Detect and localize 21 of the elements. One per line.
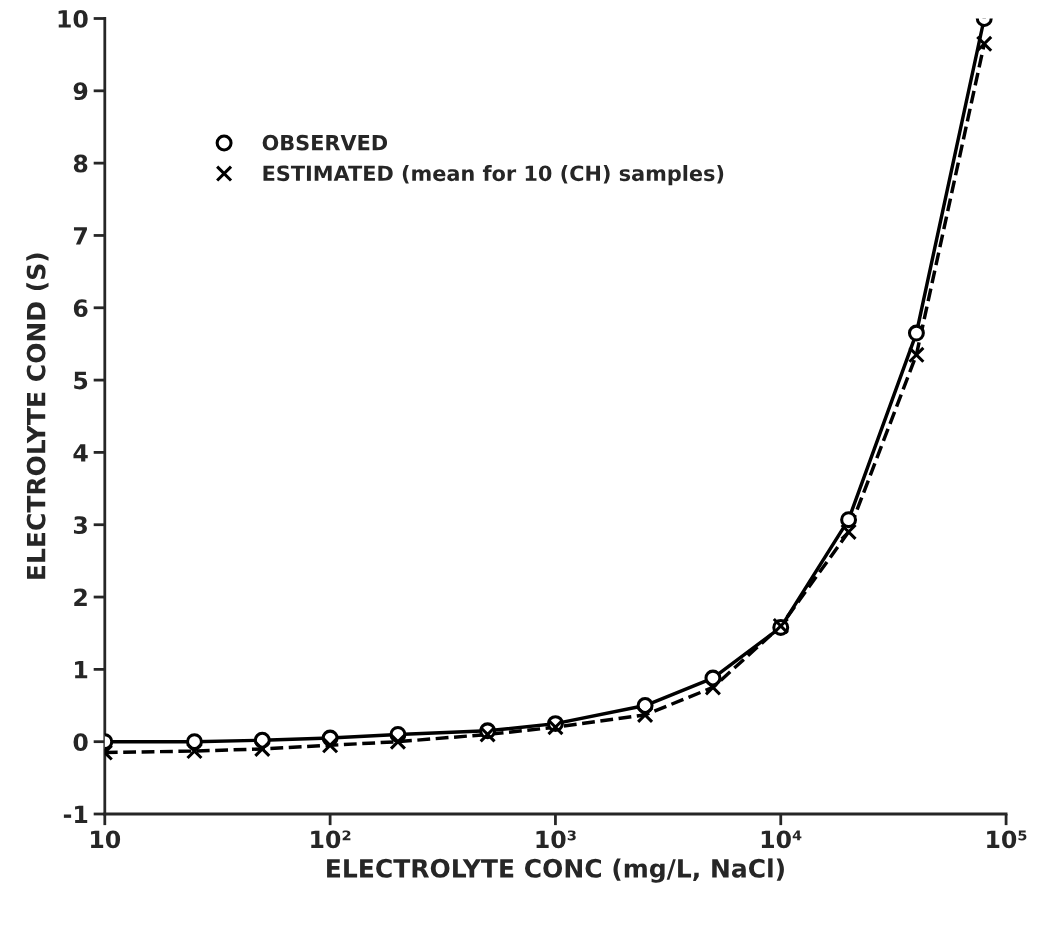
y-tick-label: 4 [73, 444, 88, 462]
x-tick-label: 10⁴ [761, 830, 802, 849]
y-tick-label: 5 [74, 371, 88, 390]
y-tick-label: 0 [73, 733, 88, 751]
legend-label: OBSERVED [262, 134, 388, 151]
y-tick-label: 2 [74, 588, 87, 607]
y-tick-label: 6 [73, 299, 88, 318]
x-tick-label: 10 [91, 830, 121, 849]
y-tick-label: 3 [73, 516, 87, 535]
y-tick-label: 10 [58, 9, 88, 28]
y-tick-label: 1 [75, 661, 88, 679]
x-axis-title: ELECTROLYTE CONC (mg/L, NaCl) [327, 858, 784, 883]
x-tick-label: 10² [311, 830, 351, 849]
x-tick-label: 10⁵ [987, 830, 1027, 849]
y-tick-label: 7 [73, 227, 87, 245]
legend-label: ESTIMATED (mean for 10 (CH) samples) [263, 165, 724, 186]
y-tick-label: 8 [73, 154, 88, 173]
y-axis-title: ELECTROLYTE COND (S) [26, 253, 49, 579]
y-tick-label: -1 [63, 805, 88, 823]
y-tick-label: 9 [73, 82, 88, 101]
x-tick-label: 10³ [536, 830, 576, 849]
